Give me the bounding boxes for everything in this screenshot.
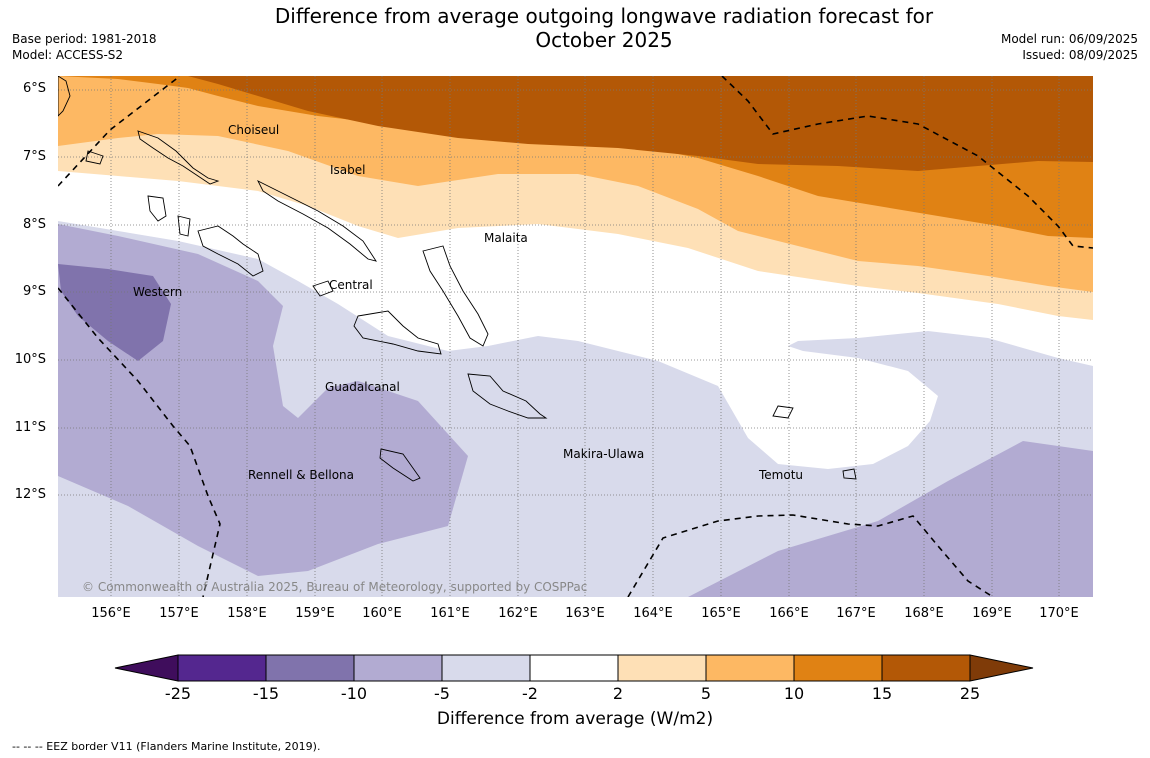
meta-left: Base period: 1981-2018 Model: ACCESS-S2	[12, 31, 157, 63]
lat-label-7s: 7°S	[22, 149, 46, 164]
lon-label-160e: 160°E	[362, 606, 402, 621]
region-labels: Choiseul Isabel Malaita Western Central …	[133, 123, 803, 482]
lon-label-157e: 157°E	[159, 606, 199, 621]
colorbar-segment-minus5-minus2	[441, 654, 531, 682]
lat-label-10s: 10°S	[14, 352, 46, 367]
forecast-map: Choiseul Isabel Malaita Western Central …	[58, 76, 1093, 597]
lat-label-12s: 12°S	[14, 487, 46, 502]
colorbar-segment-plus2-plus5	[617, 654, 707, 682]
lon-label-163e: 163°E	[565, 606, 605, 621]
colorbar-segment-minus2-plus2	[529, 654, 619, 682]
colorbar-tick: 5	[700, 684, 712, 703]
region-label-malaita: Malaita	[484, 231, 528, 245]
colorbar-tick: -2	[522, 684, 538, 703]
eez-legend-note: -- -- -- EEZ border V11 (Flanders Marine…	[12, 740, 321, 753]
lon-label-161e: 161°E	[430, 606, 470, 621]
meta-right: Model run: 06/09/2025 Issued: 08/09/2025	[1001, 31, 1138, 63]
anomaly-band-plus15-plus25	[188, 76, 1093, 171]
colorbar-tick: 15	[871, 684, 893, 703]
region-label-rennell-bellona: Rennell & Bellona	[248, 468, 354, 482]
colorbar-segment-minus15-minus10	[265, 654, 355, 682]
lon-label-158e: 158°E	[227, 606, 267, 621]
colorbar-tick: -25	[164, 684, 192, 703]
region-label-isabel: Isabel	[330, 163, 365, 177]
lat-label-11s: 11°S	[14, 420, 46, 435]
island-coastlines	[58, 76, 857, 482]
colorbar-segment-minus25-minus15	[177, 654, 267, 682]
region-label-makira-ulawa: Makira-Ulawa	[563, 447, 644, 461]
colorbar-tick: -10	[340, 684, 368, 703]
region-label-central: Central	[329, 278, 373, 292]
lon-label-156e: 156°E	[91, 606, 131, 621]
base-period: Base period: 1981-2018	[12, 32, 157, 46]
colorbar-segment-minus10-minus5	[353, 654, 443, 682]
map-title: Difference from average outgoing longwav…	[0, 4, 1150, 52]
lon-label-168e: 168°E	[904, 606, 944, 621]
copyright-text: © Commonwealth of Australia 2025, Bureau…	[82, 580, 587, 594]
model-run: Model run: 06/09/2025	[1000, 32, 1138, 46]
title-line-1: Difference from average outgoing longwav…	[274, 4, 934, 28]
model-name: Model: ACCESS-S2	[12, 48, 124, 62]
colorbar-tick: 25	[959, 684, 981, 703]
region-label-western: Western	[133, 285, 182, 299]
lon-label-167e: 167°E	[836, 606, 876, 621]
lat-label-6s: 6°S	[22, 81, 46, 96]
region-label-choiseul: Choiseul	[228, 123, 279, 137]
lat-label-9s: 9°S	[22, 284, 46, 299]
colorbar-upper-extension	[969, 654, 1034, 682]
colorbar-tick: -15	[252, 684, 280, 703]
region-label-temotu: Temotu	[758, 468, 803, 482]
region-label-guadalcanal: Guadalcanal	[325, 380, 400, 394]
colorbar-segment-plus15-plus25	[881, 654, 971, 682]
colorbar	[114, 654, 1034, 682]
anomaly-band-minus10-minus5-southeast	[688, 441, 1093, 597]
issued-date: Issued: 08/09/2025	[1022, 48, 1138, 62]
colorbar-tick: 10	[783, 684, 805, 703]
title-line-2: October 2025	[535, 28, 673, 52]
lon-label-164e: 164°E	[633, 606, 673, 621]
lon-label-170e: 170°E	[1039, 606, 1079, 621]
lat-label-8s: 8°S	[22, 217, 46, 232]
anomaly-band-minus15-minus10	[58, 264, 171, 361]
lon-label-166e: 166°E	[769, 606, 809, 621]
lon-label-169e: 169°E	[972, 606, 1012, 621]
colorbar-segment-plus10-plus15	[793, 654, 883, 682]
eez-borders	[58, 76, 1093, 597]
colorbar-label: Difference from average (W/m2)	[436, 709, 714, 729]
colorbar-lower-extension	[114, 654, 179, 682]
lon-label-165e: 165°E	[701, 606, 741, 621]
colorbar-tick: 2	[612, 684, 624, 703]
colorbar-tick: -5	[434, 684, 450, 703]
lon-label-162e: 162°E	[498, 606, 538, 621]
lon-label-159e: 159°E	[295, 606, 335, 621]
colorbar-segment-plus5-plus10	[705, 654, 795, 682]
